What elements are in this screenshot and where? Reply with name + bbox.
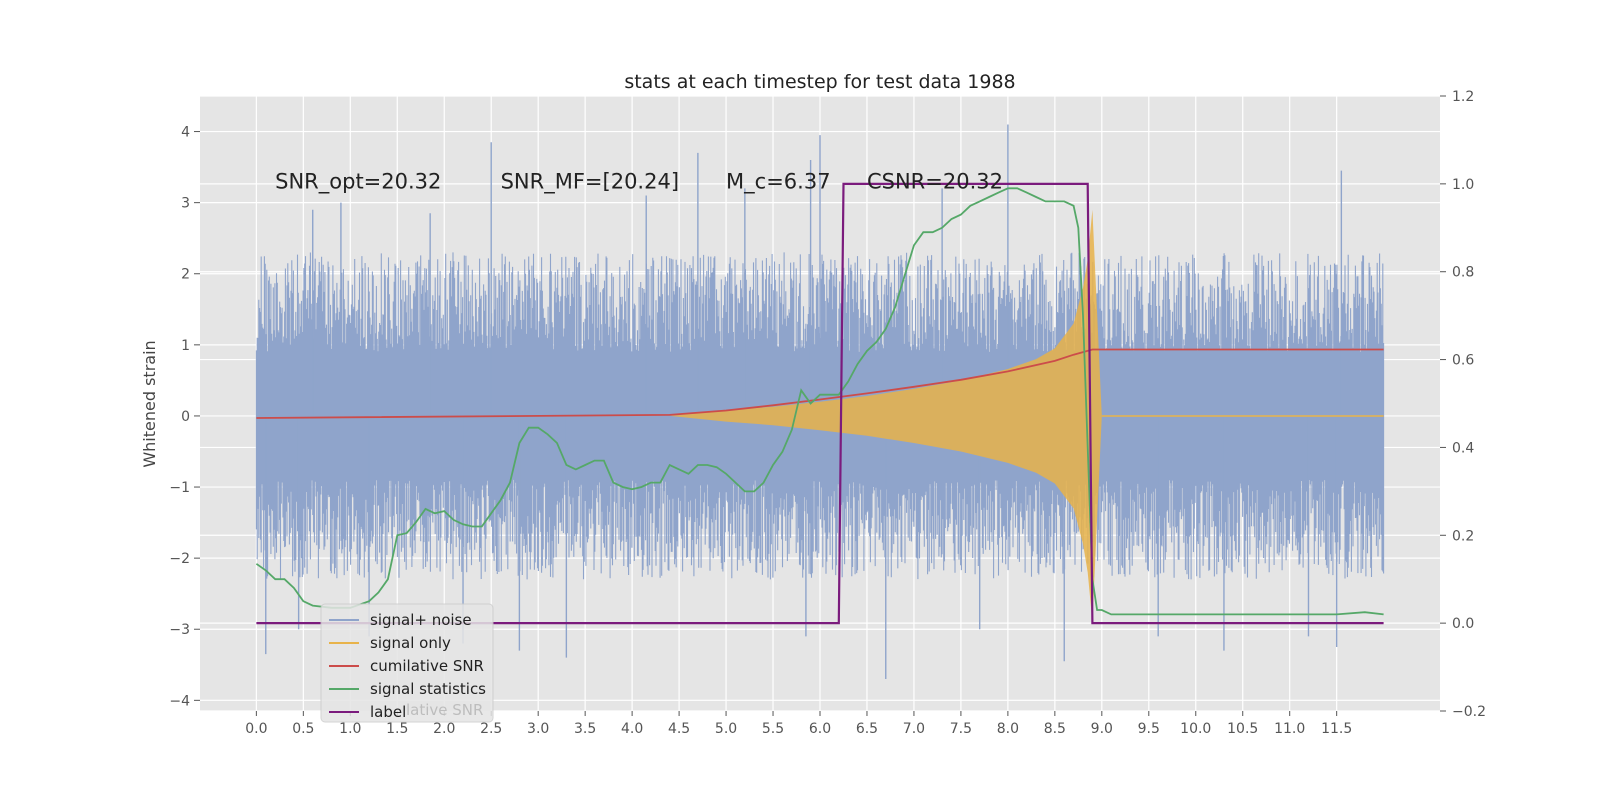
y-tick-label: 3 [181,196,190,212]
x-tick-label: 10.0 [1180,721,1211,737]
y-axis-label: Whitened strain [140,340,159,467]
series-line-cumilative-snr [256,348,1384,419]
x-tick-label: 2.5 [480,721,502,737]
x-tick-label: 4.5 [668,721,690,737]
x-tick-label: 3.5 [574,721,596,737]
x-tick-label: 11.0 [1274,721,1305,737]
y2-tick-label: −0.2 [1452,704,1486,720]
y-tick-label: 0 [181,409,190,425]
series-line-signal-statistics [255,187,1384,616]
y-tick-label: 1 [181,338,190,354]
line-series [255,182,1384,625]
legend: lative SNR signal+ noise signal only cumila… [320,603,494,723]
x-tick-label: 7.5 [950,721,972,737]
annotation-mc: M_c=6.37 [726,169,831,194]
legend-entry: signal statistics [370,680,486,698]
legend-box [320,603,494,723]
x-tick-label: 11.5 [1321,721,1352,737]
x-tick-label: 7.0 [903,721,925,737]
signal-only-series [669,209,1384,623]
y2-tick-label: 0.4 [1452,440,1474,456]
y-tick-label: −2 [169,551,190,567]
x-tick-label: 1.0 [339,721,361,737]
y-tick-label: −4 [169,693,190,709]
y-tick-label: −3 [169,622,190,638]
x-tick-label: 0.0 [245,721,267,737]
x-tick-label: 5.5 [762,721,784,737]
legend-entry: signal only [370,634,451,652]
x-tick-label: 6.0 [809,721,831,737]
x-tick-label: 10.5 [1227,721,1258,737]
x-tick-label: 4.0 [621,721,643,737]
annotation-snr-opt: SNR_opt=20.32 [275,169,441,194]
legend-ghost-text: lative SNR [406,701,483,719]
y-tick-label: −1 [169,480,190,496]
annotation-csnr: CSNR=20.32 [867,169,1003,193]
y-tick-label: 4 [181,125,190,141]
y2-tick-label: 0.6 [1452,353,1474,369]
x-tick-label: 8.0 [997,721,1019,737]
x-tick-label: 3.0 [527,721,549,737]
signal-only-envelope [669,209,1102,623]
legend-entry: signal+ noise [370,611,472,629]
annotation-snr-mf: SNR_MF=[20.24] [501,169,679,194]
x-tick-label: 5.0 [715,721,737,737]
chart-title: stats at each timestep for test data 198… [624,71,1015,93]
y2-tick-label: 0.8 [1452,265,1474,281]
x-tick-label: 9.0 [1091,721,1113,737]
x-tick-label: 0.5 [292,721,314,737]
axes: 0.0 0.5 1.0 1.5 2.0 2.5 3.0 3.5 4.0 4.5 5.0 5.5 6.0 6… [169,89,1486,737]
x-tick-label: 8.5 [1044,721,1066,737]
legend-entry: cumilative SNR [370,657,484,675]
series-line-label [256,182,1384,625]
legend-entry: label [370,703,406,721]
y2-tick-label: 0.2 [1452,528,1474,544]
y-tick-label: 2 [181,267,190,283]
y2-tick-label: 0.0 [1452,616,1474,632]
x-tick-label: 6.5 [856,721,878,737]
x-tick-label: 9.5 [1138,721,1160,737]
x-tick-label: 1.5 [386,721,408,737]
y2-tick-label: 1.0 [1452,177,1474,193]
annotations: SNR_opt=20.32 SNR_MF=[20.24] M_c=6.37 CSNR=… [275,169,1003,194]
y2-tick-label: 1.2 [1452,89,1474,105]
x-tick-label: 2.0 [433,721,455,737]
